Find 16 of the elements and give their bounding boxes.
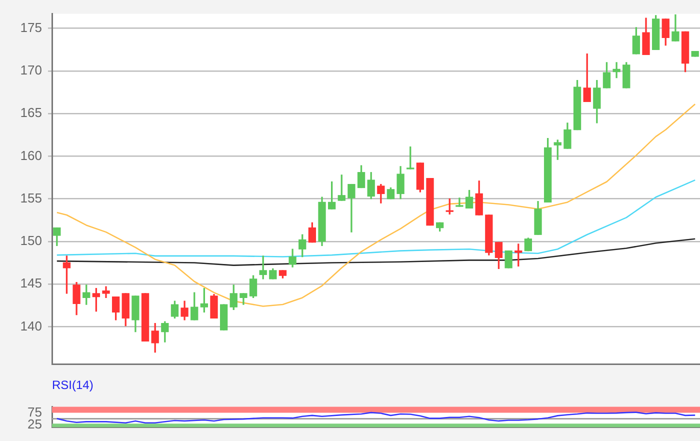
y-tick-label: 155: [20, 190, 42, 206]
y-tick-label: 140: [20, 318, 42, 334]
candlestick: [426, 178, 434, 226]
y-tick-label: 160: [20, 148, 42, 163]
candlestick: [691, 50, 699, 57]
y-tick-label: 165: [20, 105, 42, 120]
y-tick-label: 170: [20, 62, 42, 78]
chart-title: RSI(14): [52, 378, 94, 393]
candlestick: [456, 198, 464, 207]
candlestick: [220, 304, 228, 330]
candlestick: [406, 146, 414, 170]
y-tick-label: 145: [20, 276, 42, 291]
candlestick: [504, 250, 512, 268]
candlestick: [141, 293, 150, 342]
y-tick-label: 150: [20, 233, 42, 248]
y-tick-label: 175: [20, 20, 42, 35]
